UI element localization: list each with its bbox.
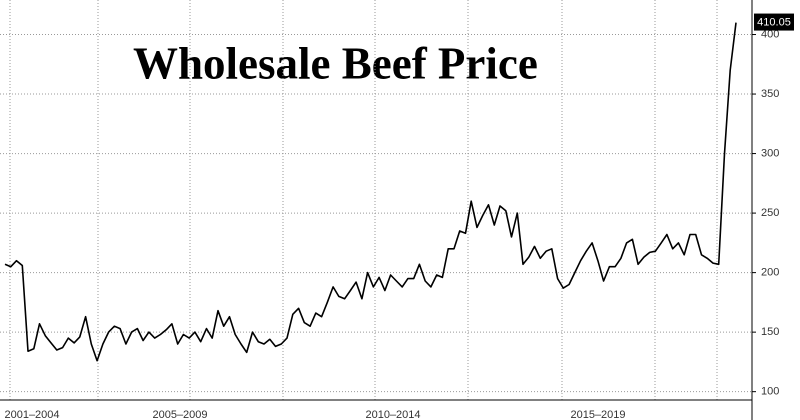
y-tick-label: 100 (761, 386, 779, 398)
y-tick-label: 200 (761, 267, 779, 279)
y-tick-label: 400 (761, 28, 779, 40)
last-value-label: 410.05 (757, 16, 791, 28)
chart-title: Wholesale Beef Price (133, 38, 538, 88)
y-tick-label: 150 (761, 326, 779, 338)
price-line (4, 22, 737, 362)
x-period-label: 2005–2009 (152, 409, 207, 420)
y-tick-label: 250 (761, 207, 779, 219)
y-tick-label: 300 (761, 147, 779, 159)
x-period-label: 2015–2019 (570, 409, 625, 420)
x-period-label: 2001–2004 (4, 409, 59, 420)
x-period-label: 2010–2014 (365, 409, 420, 420)
last-value-box (754, 13, 794, 31)
y-tick-label: 350 (761, 88, 779, 100)
